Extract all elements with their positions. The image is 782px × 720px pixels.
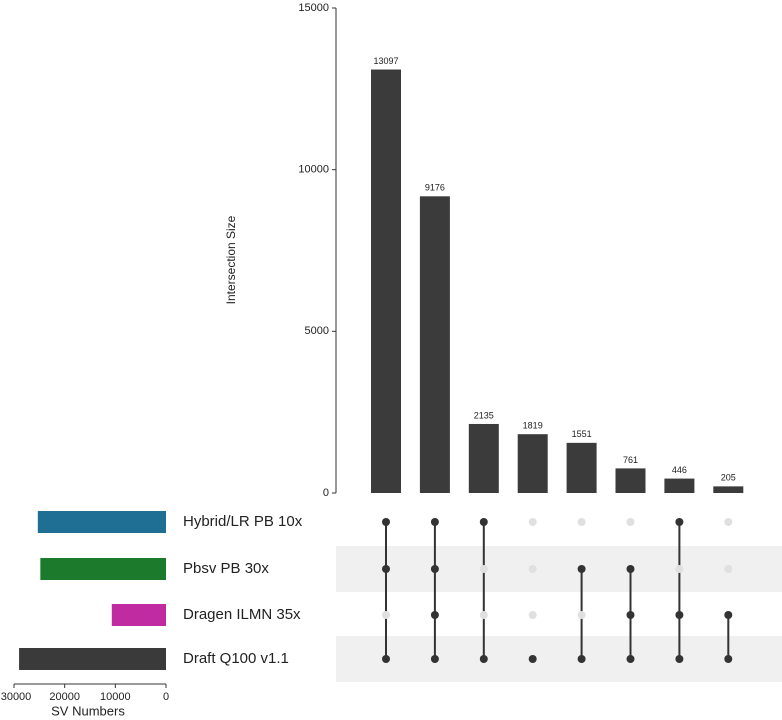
x-tick-label: 0 <box>163 691 169 703</box>
x-tick-label: 10000 <box>100 691 131 703</box>
x-tick-label: 20000 <box>49 691 80 703</box>
set-label: Hybrid/LR PB 10x <box>183 513 303 530</box>
y-tick-label: 10000 <box>298 164 329 176</box>
matrix-dot <box>626 565 635 573</box>
matrix-dot <box>382 611 390 619</box>
value-label: 1819 <box>523 421 543 431</box>
y-tick-label: 15000 <box>298 2 329 14</box>
matrix-dot <box>675 565 684 573</box>
matrix-dot <box>479 611 488 619</box>
matrix-dot <box>479 655 488 663</box>
bar <box>615 468 646 493</box>
value-label: 205 <box>721 473 736 483</box>
matrix-dot <box>430 655 439 663</box>
y-tick-label: 0 <box>323 487 329 499</box>
matrix-dot <box>528 655 537 663</box>
set-bar <box>37 511 167 533</box>
value-label: 761 <box>623 455 638 465</box>
value-label: 9176 <box>425 183 445 193</box>
bar <box>664 478 695 493</box>
matrix-dot <box>577 655 586 663</box>
matrix-dot <box>724 518 733 526</box>
matrix-dot <box>430 565 439 573</box>
bar <box>517 434 548 493</box>
matrix-dot <box>382 518 390 526</box>
matrix-dot <box>675 655 684 663</box>
y-tick-label: 5000 <box>305 325 329 337</box>
matrix-dot <box>382 655 390 663</box>
value-label: 446 <box>672 465 687 475</box>
set-bar <box>111 604 166 626</box>
matrix-dot <box>577 611 586 619</box>
matrix-dot <box>430 518 439 526</box>
bar <box>419 196 450 493</box>
matrix-dot <box>675 518 684 526</box>
matrix-dot <box>724 611 733 619</box>
matrix-dot <box>626 655 635 663</box>
matrix-dot <box>430 611 439 619</box>
matrix-dot <box>479 565 488 573</box>
matrix-dot <box>382 565 390 573</box>
value-label: 1551 <box>572 429 592 439</box>
x-tick-label: 30000 <box>1 691 32 703</box>
set-label: Draft Q100 v1.1 <box>183 650 289 667</box>
set-label: Dragen ILMN 35x <box>183 606 301 623</box>
bar <box>713 486 744 493</box>
matrix-dot <box>577 565 586 573</box>
set-bar <box>19 648 166 670</box>
matrix-dot <box>626 611 635 619</box>
matrix-dot <box>528 611 537 619</box>
row-band <box>336 636 782 682</box>
matrix-dot <box>479 518 488 526</box>
set-label: Pbsv PB 30x <box>183 560 269 577</box>
value-label: 13097 <box>373 56 398 66</box>
matrix-dot <box>626 518 635 526</box>
matrix-dot <box>528 565 537 573</box>
bar <box>566 442 597 493</box>
row-band <box>336 546 782 592</box>
matrix-dot <box>675 611 684 619</box>
matrix-dot <box>528 518 537 526</box>
value-label: 2135 <box>474 410 494 420</box>
y-axis-label: Intersection Size <box>224 215 238 304</box>
x-axis-label: SV Numbers <box>51 703 125 718</box>
set-bar <box>40 558 167 580</box>
matrix-dot <box>724 655 733 663</box>
bar <box>371 69 401 493</box>
matrix-dot <box>577 518 586 526</box>
matrix-dot <box>724 565 733 573</box>
bar <box>468 423 499 493</box>
